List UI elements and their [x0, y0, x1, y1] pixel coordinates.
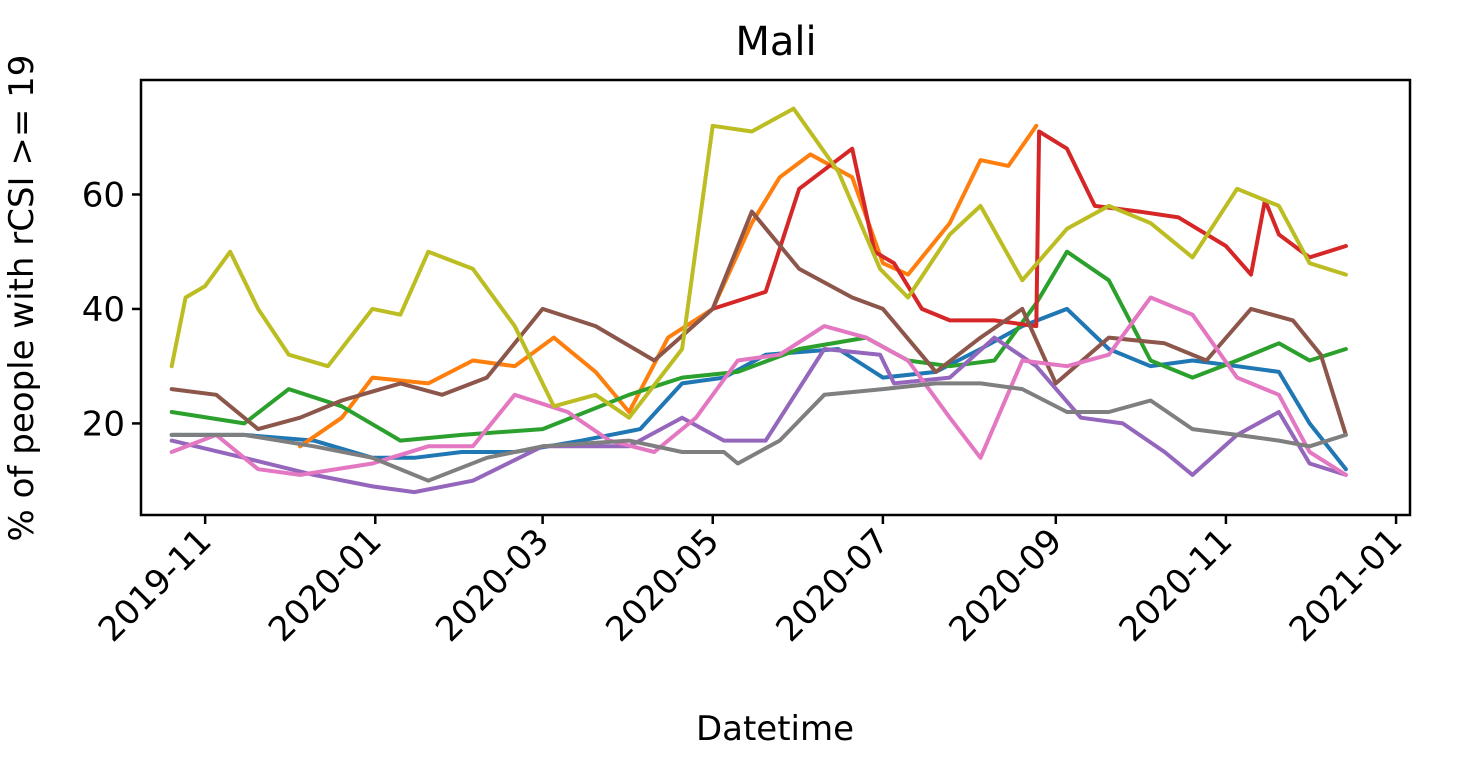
x-tick-label: 2020-09	[941, 521, 1070, 650]
plot-area-frame	[139, 78, 1412, 517]
x-tick-label: 2020-05	[598, 521, 727, 650]
x-axis: 2019-11 2020-01 2020-03 2020-05 2020-07 2020-…	[91, 515, 1411, 650]
x-tick-label: 2020-01	[261, 521, 390, 650]
y-axis-label: % of people with rCSI >= 19	[2, 55, 42, 542]
y-tick-label: 40	[82, 290, 125, 330]
y-axis: 20 40 60	[82, 175, 141, 444]
series-line-5	[169, 335, 1348, 495]
series-line-4	[710, 129, 1348, 329]
x-tick-label: 2021-01	[1282, 521, 1411, 650]
series-layer	[169, 106, 1348, 495]
x-tick-label: 2019-11	[91, 521, 220, 650]
series-line-1	[169, 306, 1348, 472]
series-line-6	[169, 209, 1348, 437]
x-axis-label: Datetime	[696, 709, 854, 749]
series-line-9	[169, 106, 1348, 420]
y-tick-label: 20	[82, 404, 125, 444]
series-line-8	[169, 381, 1348, 483]
x-tick-label: 2020-03	[428, 521, 557, 650]
series-line-7	[169, 295, 1348, 477]
y-tick-label: 60	[82, 175, 125, 215]
chart-title: Mali	[735, 19, 816, 65]
x-tick-label: 2020-11	[1112, 521, 1241, 650]
x-tick-label: 2020-07	[769, 521, 898, 650]
